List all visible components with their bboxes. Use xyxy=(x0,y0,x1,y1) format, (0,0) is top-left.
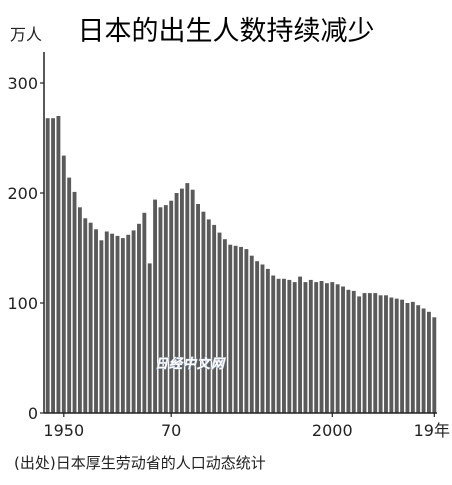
y-tick-label-0: 0 xyxy=(28,404,38,423)
y-ticks-group: 0 100 200 300 xyxy=(7,74,44,423)
bar-2013 xyxy=(400,299,405,413)
bar-1985 xyxy=(249,255,254,413)
y-tick-label-300: 300 xyxy=(7,74,38,93)
bar-1958 xyxy=(104,231,109,413)
bar-2011 xyxy=(389,297,394,413)
bar-2012 xyxy=(394,298,399,413)
bar-1981 xyxy=(228,244,233,413)
bar-1947 xyxy=(45,118,50,413)
bar-1997 xyxy=(314,282,319,413)
bar-1979 xyxy=(217,232,222,413)
bar-1970 xyxy=(169,200,174,413)
bar-1986 xyxy=(255,261,260,413)
bar-1969 xyxy=(163,205,168,413)
bar-1951 xyxy=(67,177,72,413)
bar-2003 xyxy=(346,289,351,413)
bar-2000 xyxy=(330,282,335,413)
bar-1952 xyxy=(72,191,77,413)
bar-1990 xyxy=(276,278,281,413)
bar-1995 xyxy=(303,282,308,413)
x-tick-label-1970: 70 xyxy=(161,421,181,440)
bar-1984 xyxy=(244,249,249,413)
bar-1955 xyxy=(88,222,93,413)
bar-1976 xyxy=(201,211,206,413)
bar-1992 xyxy=(287,279,292,413)
bar-1957 xyxy=(99,240,104,413)
source-note: (出处)日本厚生劳动省的人口动态统计 xyxy=(14,454,266,472)
bar-1960 xyxy=(115,235,120,413)
y-axis-unit-label: 万人 xyxy=(10,25,42,44)
bar-1968 xyxy=(158,207,163,413)
bar-1993 xyxy=(292,282,297,413)
bar-1954 xyxy=(83,218,88,413)
bar-2016 xyxy=(416,305,421,413)
bar-1961 xyxy=(120,238,125,413)
bar-1972 xyxy=(180,188,184,413)
bar-1980 xyxy=(222,239,227,413)
bar-2002 xyxy=(341,286,345,413)
bar-1994 xyxy=(298,276,303,413)
x-tick-label-2000: 2000 xyxy=(312,421,353,440)
x-tick-label-2019: 19年 xyxy=(414,421,450,440)
bar-1978 xyxy=(212,224,217,413)
bar-1991 xyxy=(282,278,286,413)
bars-group xyxy=(45,116,437,413)
bar-1999 xyxy=(324,283,329,413)
bar-1975 xyxy=(196,204,200,413)
bar-2004 xyxy=(351,290,356,413)
chart-title: 日本的出生人数持续减少 xyxy=(78,16,375,47)
bar-1962 xyxy=(126,234,131,413)
bar-1964 xyxy=(137,223,141,413)
bar-1982 xyxy=(233,245,238,413)
bar-2005 xyxy=(357,296,362,413)
x-ticks-group: 1950 70 2000 19年 xyxy=(43,413,450,440)
bar-2019 xyxy=(432,317,437,413)
bar-1998 xyxy=(319,281,324,413)
bar-2006 xyxy=(362,293,367,413)
bar-1988 xyxy=(265,268,270,413)
bar-2018 xyxy=(427,311,431,413)
bar-2008 xyxy=(373,293,378,413)
bar-1953 xyxy=(77,207,82,413)
watermark: 日经中文网 xyxy=(155,356,226,372)
bar-1983 xyxy=(239,246,243,413)
bar-1949 xyxy=(56,116,61,413)
x-tick-label-1950: 1950 xyxy=(43,421,84,440)
bar-1967 xyxy=(153,199,158,413)
bar-1948 xyxy=(51,118,55,413)
bar-1950 xyxy=(61,155,66,413)
bar-2010 xyxy=(384,295,388,413)
bar-2015 xyxy=(410,301,415,413)
bar-1977 xyxy=(206,219,211,413)
bar-2017 xyxy=(421,308,426,413)
bar-1963 xyxy=(131,230,136,413)
bar-1965 xyxy=(142,212,147,413)
bar-2001 xyxy=(335,284,340,413)
y-tick-label-100: 100 xyxy=(7,294,38,313)
bar-1956 xyxy=(94,229,98,413)
bar-1989 xyxy=(271,275,276,413)
bar-1959 xyxy=(110,233,115,413)
bar-1971 xyxy=(174,193,179,413)
bar-2009 xyxy=(378,295,383,413)
bar-1996 xyxy=(308,279,313,413)
bar-1974 xyxy=(190,189,195,413)
bar-1973 xyxy=(185,183,190,413)
bar-1966 xyxy=(147,263,152,413)
bar-2014 xyxy=(405,303,410,413)
y-tick-label-200: 200 xyxy=(7,184,38,203)
bar-1987 xyxy=(260,264,265,413)
bar-2007 xyxy=(367,293,372,413)
